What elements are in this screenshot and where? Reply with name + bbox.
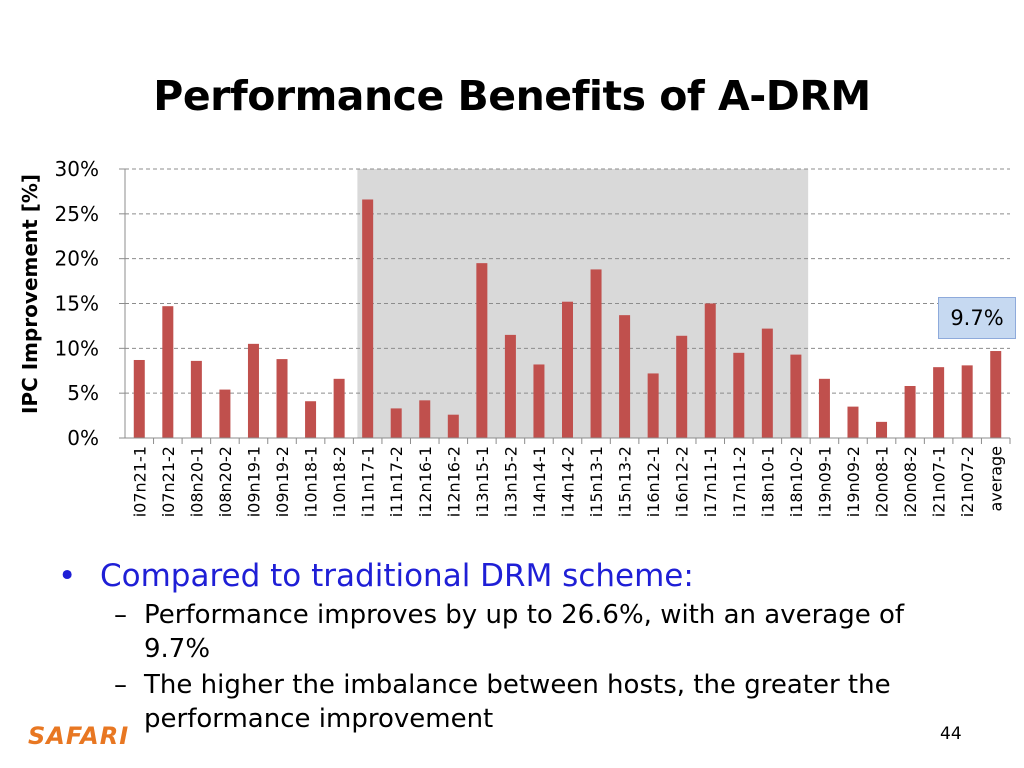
x-tick-label: i14n14-1: [530, 446, 549, 517]
x-tick-label: i16n12-1: [644, 446, 663, 517]
safari-logo: SAFARI: [28, 722, 130, 750]
bar: [733, 352, 745, 438]
slide-title: Performance Benefits of A-DRM: [153, 72, 871, 120]
bullet-dot-icon: •: [58, 558, 77, 594]
x-tick-label: i18n10-2: [787, 446, 806, 517]
x-tick-label: i14n14-2: [559, 446, 578, 517]
bar: [904, 385, 916, 438]
bar: [790, 354, 802, 438]
bar: [247, 343, 259, 438]
y-tick-label: 10%: [55, 336, 99, 360]
y-axis-label: IPC Improvement [%]: [18, 174, 42, 414]
bar: [590, 269, 602, 438]
y-tick-label: 30%: [55, 157, 99, 181]
x-tick-label: i20n08-2: [901, 446, 920, 517]
bar: [933, 367, 945, 438]
bar: [390, 408, 402, 438]
bar: [761, 328, 773, 438]
subbullet-text: Performance improves by up to 26.6%, wit…: [144, 600, 905, 664]
bar: [990, 351, 1002, 438]
x-tick-label: i08n20-1: [187, 446, 206, 517]
average-callout: 9.7%: [938, 297, 1016, 339]
y-tick-label: 25%: [55, 202, 99, 226]
x-tick-label: i09n19-1: [244, 446, 263, 517]
x-tick-label: i13n15-1: [473, 446, 492, 517]
x-tick-label: i19n09-2: [844, 446, 863, 517]
x-tick-label: i19n09-1: [815, 446, 834, 517]
bar: [876, 421, 888, 438]
subbullet-item: – The higher the imbalance between hosts…: [58, 668, 978, 736]
bullet-list: • Compared to traditional DRM scheme: – …: [58, 556, 978, 736]
bar-chart: 0% 5% 10% 15% 20% 25% 30% i07n21-1 i07n21-2 i08n…: [18, 157, 1011, 517]
bar: [619, 315, 631, 438]
y-tick-label: 15%: [55, 292, 99, 316]
bar: [276, 359, 288, 438]
x-tick-label: i20n08-1: [873, 446, 892, 517]
bar: [961, 365, 973, 438]
x-tick-label: i13n15-2: [501, 446, 520, 517]
x-tick-label: i21n07-2: [958, 446, 977, 517]
x-tick-label: i09n19-2: [273, 446, 292, 517]
bullet-item: • Compared to traditional DRM scheme:: [58, 556, 978, 596]
x-tick-label: i17n11-1: [701, 446, 720, 517]
dash-icon: –: [114, 670, 127, 700]
bar: [447, 414, 459, 438]
bar: [162, 306, 174, 438]
bar: [847, 406, 859, 438]
bar: [704, 303, 716, 438]
bar: [133, 359, 145, 438]
bar: [362, 199, 374, 438]
bar: [305, 401, 317, 438]
bar: [647, 373, 659, 438]
bar: [504, 334, 516, 438]
bar: [190, 360, 202, 438]
x-tick-label: i12n16-1: [416, 446, 435, 517]
bar: [219, 389, 231, 438]
x-tick-label: i18n10-1: [758, 446, 777, 517]
x-tick-label: i21n07-1: [930, 446, 949, 517]
y-tick-label: 0%: [67, 426, 99, 450]
bullet-text: Compared to traditional DRM scheme:: [100, 558, 694, 594]
x-tick-label: i15n13-2: [616, 446, 635, 517]
subbullet-text: The higher the imbalance between hosts, …: [144, 670, 891, 734]
x-tick-label: i17n11-2: [730, 446, 749, 517]
x-tick-label: i10n18-2: [330, 446, 349, 517]
bar: [818, 378, 830, 438]
x-tick-label: i10n18-1: [302, 446, 321, 517]
x-tick-label: i11n17-1: [359, 446, 378, 517]
x-tick-label: average: [987, 446, 1006, 512]
x-tick-label: i07n21-1: [130, 446, 149, 517]
bar: [333, 378, 345, 438]
y-tick-label: 20%: [55, 247, 99, 271]
x-tick-label: i07n21-2: [159, 446, 178, 517]
bar: [476, 263, 488, 438]
x-tick-label: i11n17-2: [387, 446, 406, 517]
bar: [419, 400, 431, 438]
x-tick-label: i12n16-2: [444, 446, 463, 517]
dash-icon: –: [114, 600, 127, 630]
subbullet-item: – Performance improves by up to 26.6%, w…: [58, 598, 978, 666]
page-number: 44: [940, 724, 962, 744]
x-tick-label: i16n12-2: [673, 446, 692, 517]
bar: [562, 301, 573, 438]
y-tick-label: 5%: [67, 381, 99, 405]
x-tick-label: i08n20-2: [216, 446, 235, 517]
bar: [533, 364, 545, 438]
bar: [676, 335, 688, 438]
x-tick-label: i15n13-1: [587, 446, 606, 517]
